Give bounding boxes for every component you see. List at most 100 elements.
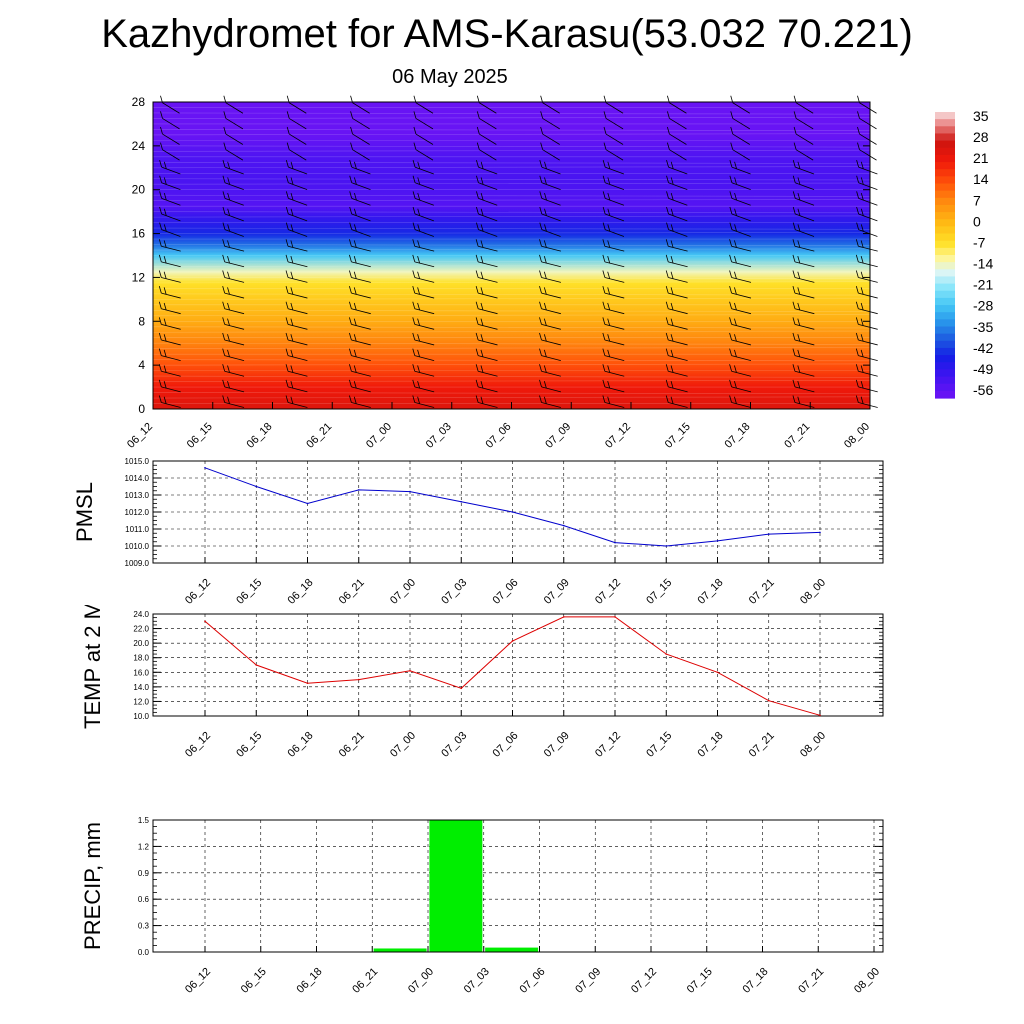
wind-barb-flag (540, 111, 544, 119)
wind-barb-shaft (478, 229, 498, 237)
y-tick-label: 16 (132, 227, 146, 241)
wind-barb-shaft (668, 245, 688, 252)
wind-barb-shaft (161, 166, 181, 175)
wind-barb-flag (734, 302, 737, 311)
wind-barb-shaft (605, 197, 625, 206)
colorbar-swatch (935, 390, 955, 399)
wind-barb-flag (353, 271, 357, 279)
wind-barb-shaft (604, 308, 625, 315)
x-tick-label: 07_09 (542, 730, 572, 760)
wind-barb-flag (475, 332, 479, 341)
precip-bar (429, 820, 483, 952)
wind-barb-flag (860, 381, 864, 389)
data-point (409, 490, 411, 493)
wind-barb-flag (539, 364, 542, 372)
wind-barb-shaft (225, 149, 244, 161)
wind-barb-flag (285, 379, 289, 388)
wind-barb-flag (476, 142, 480, 150)
wind-barb-shaft (668, 213, 688, 222)
wind-barb-flag (158, 317, 162, 325)
wind-barb-flag (353, 349, 357, 357)
wind-barb-flag (349, 395, 352, 403)
wind-barb-flag (475, 270, 479, 278)
wind-barb-flag (222, 254, 226, 262)
wind-barb-flag (539, 222, 543, 230)
wind-barb-shaft (795, 149, 814, 161)
wind-barb-flag (539, 191, 543, 199)
wind-barb-flag (349, 175, 353, 183)
page-title: Kazhydromet for AMS-Karasu(53.032 70.221… (101, 12, 913, 56)
wind-barb-flag (476, 111, 480, 119)
wind-barb-flag (860, 396, 864, 404)
wind-barb-flag (543, 287, 547, 295)
wind-barb-flag (227, 349, 230, 357)
wind-barb-flag (544, 177, 547, 185)
colorbar-swatch (935, 176, 955, 185)
colorbar-swatch (935, 183, 955, 192)
wind-barb-flag (350, 111, 353, 119)
data-point (665, 653, 668, 655)
y-tick-label: 10.0 (133, 712, 149, 721)
wind-barb-shaft (731, 197, 751, 206)
wind-barb-flag (602, 175, 606, 183)
x-tick-label: 08_00 (842, 421, 872, 451)
wind-barb-flag (285, 332, 289, 341)
wind-barb-shaft (731, 292, 752, 299)
wind-barb-flag (856, 222, 859, 230)
wind-barb-flag (855, 254, 859, 262)
wind-barb-flag (480, 192, 484, 201)
wind-barb-flag (412, 395, 416, 403)
wind-barb-flag (285, 270, 289, 278)
x-tick-label: 08_00 (798, 730, 828, 760)
wind-barb-shaft (541, 292, 561, 299)
wind-barb-shaft (668, 166, 688, 175)
wind-barb-shaft (352, 149, 370, 161)
wind-barb-shaft (287, 323, 308, 330)
wind-barb-flag (227, 224, 231, 232)
wind-barb-flag (797, 396, 801, 404)
wind-barb-flag (729, 332, 732, 341)
wind-barb-flag (792, 317, 796, 325)
wind-barb-shaft (288, 118, 307, 130)
wind-barb-shaft (669, 118, 687, 130)
wind-barb-flag (539, 175, 543, 183)
colorbar-label: 28 (973, 129, 989, 145)
wind-barb-flag (602, 364, 606, 372)
wind-barb-shaft (478, 370, 498, 377)
wind-barb-shaft (605, 229, 625, 237)
colorbar-swatch (935, 362, 955, 370)
wind-barb-shaft (162, 102, 180, 114)
wind-barb-shaft (604, 339, 625, 346)
wind-barb-flag (290, 381, 294, 389)
wind-barb-shaft (732, 118, 751, 130)
colorbar-swatch (935, 119, 955, 127)
wind-barb-flag (670, 161, 674, 169)
temp-chart: 24.0 22.0 20.0 18.0 16.0 14.0 12.0 10.0 06_12 06_… (80, 605, 884, 760)
wind-barb-shaft (794, 261, 815, 268)
wind-barb-flag (480, 208, 484, 216)
data-point (716, 671, 719, 674)
wind-barb-flag (353, 255, 357, 264)
y-axis-title: PRECIP, mm (80, 822, 105, 950)
wind-barb-shaft (414, 166, 434, 175)
wind-barb-shaft (287, 386, 308, 393)
contour-line (152, 116, 871, 119)
wind-barb-flag (734, 240, 737, 248)
wind-barb-flag (607, 224, 611, 232)
wind-barb-flag (158, 254, 162, 262)
wind-barb-flag (734, 381, 737, 389)
colorbar-label: -7 (973, 234, 986, 250)
wind-barb-flag (729, 270, 732, 278)
wind-barb-flag (353, 396, 357, 404)
wind-barb-shaft (478, 166, 498, 175)
wind-barb-flag (290, 287, 294, 295)
wind-barb-flag (354, 161, 357, 169)
wind-barb-flag (860, 287, 864, 295)
wind-barb-shaft (541, 197, 561, 206)
colorbar-swatch (935, 319, 955, 328)
wind-barb-flag (734, 287, 737, 295)
wind-barb-flag (412, 206, 416, 215)
x-tick-label: 07_09 (543, 421, 573, 451)
wind-barb-shaft (605, 182, 625, 190)
pmsl-chart: 1015.0 1014.0 1013.0 1012.0 1011.0 1010.0 1009… (72, 457, 884, 607)
